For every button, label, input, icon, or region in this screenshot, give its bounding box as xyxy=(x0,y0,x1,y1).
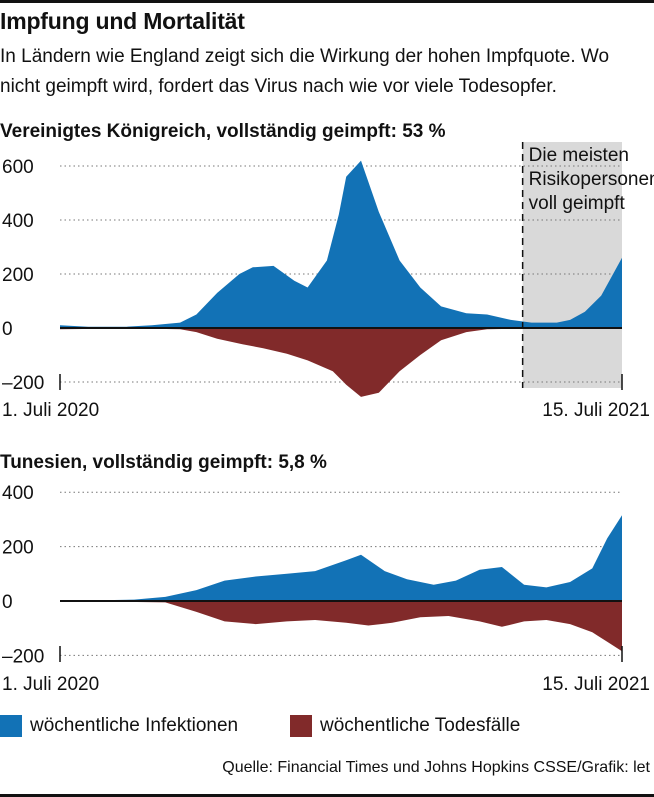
highlight-band xyxy=(522,142,622,388)
x-start-label: 1. Juli 2020 xyxy=(2,674,99,695)
y-tick-label: 0 xyxy=(2,592,13,613)
legend-swatch-deaths xyxy=(290,715,312,737)
deaths-area xyxy=(60,328,622,397)
page-subtitle: In Ländern wie England zeigt sich die Wi… xyxy=(0,46,610,97)
highlight-label-line: Die meisten xyxy=(529,145,629,166)
page-title: Impfung und Mortalität xyxy=(0,8,245,34)
chart-title-tunisia: Tunesien, vollständig geimpft: 5,8 % xyxy=(0,452,327,473)
deaths-area xyxy=(60,601,622,652)
x-start-label: 1. Juli 2020 xyxy=(2,400,99,421)
highlight-label-line: voll geimpft xyxy=(529,193,626,214)
bottom-rule xyxy=(0,794,654,797)
y-tick-label: –200 xyxy=(2,646,44,667)
source-note: Quelle: Financial Times und Johns Hopkin… xyxy=(222,759,650,776)
y-tick-label: 400 xyxy=(2,211,34,232)
infections-area xyxy=(60,160,622,328)
y-tick-label: 200 xyxy=(2,265,34,286)
chart-title-uk: Vereinigtes Königreich, vollständig geim… xyxy=(0,121,446,142)
legend-label-deaths: wöchentliche Todesfälle xyxy=(320,715,521,736)
legend-swatch-infections xyxy=(0,715,22,737)
chart-uk: 600 400 200 0 –200 Die meisten Risikopersonen v… xyxy=(2,142,654,421)
y-tick-label: 400 xyxy=(2,483,34,504)
top-rule xyxy=(0,0,654,3)
legend-label-infections: wöchentliche Infektionen xyxy=(30,715,239,736)
chart-tunisia: 400 200 0 –200 1. Juli 2020 15. Juli 2021 xyxy=(2,483,650,695)
y-tick-label: 0 xyxy=(2,319,13,340)
infections-area xyxy=(60,515,622,601)
y-tick-label: 600 xyxy=(2,157,34,178)
x-end-label: 15. Juli 2021 xyxy=(542,674,650,695)
y-tick-label: 200 xyxy=(2,538,34,559)
y-tick-label: –200 xyxy=(2,373,44,394)
highlight-label-line: Risikopersonen xyxy=(529,169,654,190)
x-end-label: 15. Juli 2021 xyxy=(542,400,650,421)
